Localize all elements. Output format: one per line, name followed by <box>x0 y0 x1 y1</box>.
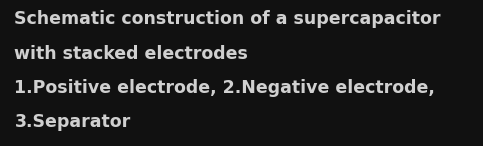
Text: with stacked electrodes: with stacked electrodes <box>14 45 248 62</box>
Text: 3.Separator: 3.Separator <box>14 113 131 131</box>
Text: 1.Positive electrode, 2.Negative electrode,: 1.Positive electrode, 2.Negative electro… <box>14 79 435 97</box>
Text: Schematic construction of a supercapacitor: Schematic construction of a supercapacit… <box>14 10 441 28</box>
